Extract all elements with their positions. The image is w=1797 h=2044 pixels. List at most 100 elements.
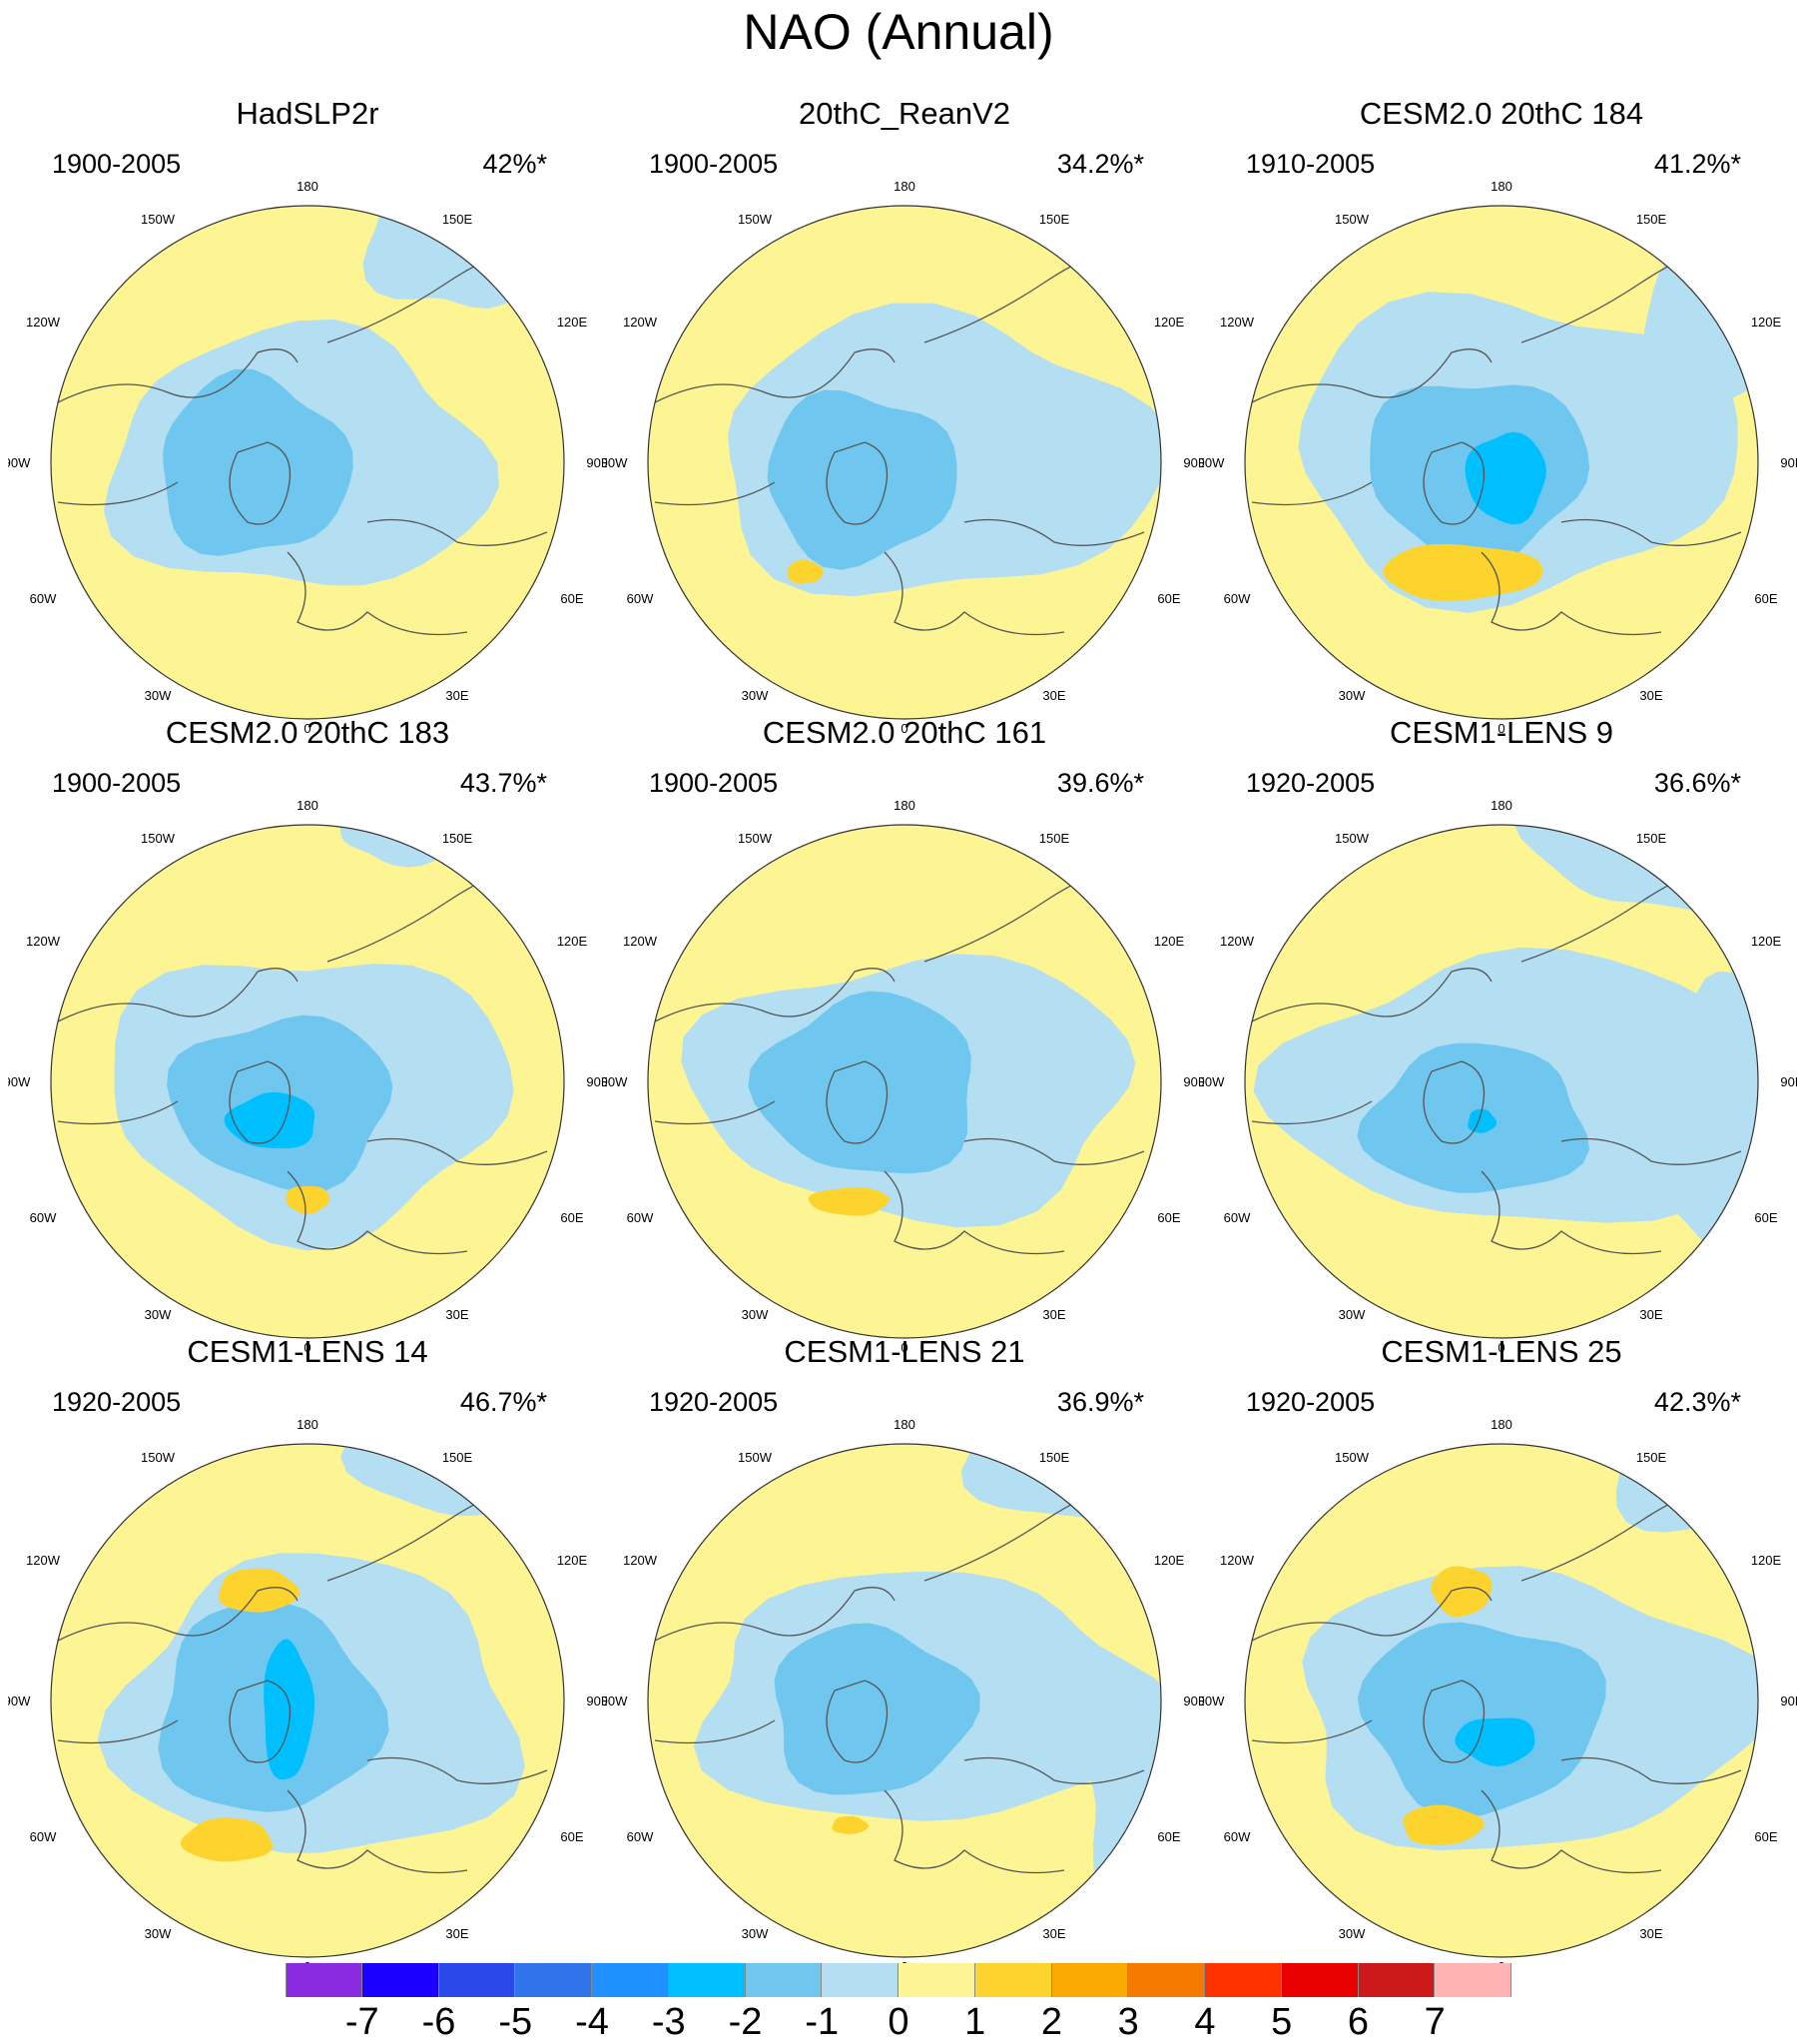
coastline xyxy=(287,551,468,636)
longitude-label: 180 xyxy=(1491,1417,1512,1432)
anomaly-contour-minus3 xyxy=(224,1091,315,1148)
panel-period: 1910-2005 xyxy=(1246,149,1376,179)
panel-period: 1900-2005 xyxy=(52,149,182,179)
map-panel: CESM1-LENS 14 1920-2005 46.7%* 180 150W 150E 1… xyxy=(8,1334,607,1973)
coastline xyxy=(1251,481,1373,506)
colorbar-swatch xyxy=(438,1963,516,1997)
longitude-label: 60W xyxy=(1224,1210,1251,1225)
anomaly-contour-plus1 xyxy=(832,1815,870,1834)
longitude-label: 30W xyxy=(742,688,769,703)
longitude-label: 90E xyxy=(1183,1694,1204,1708)
panel-variance: 46.7%* xyxy=(459,1387,547,1417)
longitude-label: 90E xyxy=(586,1074,607,1089)
longitude-label: 120W xyxy=(623,934,658,949)
map-panel: CESM1-LENS 9 1920-2005 36.6%* 180 150W 150E 12… xyxy=(1202,715,1797,1354)
colorbar-swatch xyxy=(1128,1963,1205,1997)
coastline xyxy=(57,1719,179,1744)
longitude-label: 120E xyxy=(1154,315,1185,330)
panel-period: 1920-2005 xyxy=(52,1387,182,1417)
panel-variance: 42%* xyxy=(482,149,547,179)
longitude-label: 90W xyxy=(605,455,628,470)
longitude-label: 30E xyxy=(1042,1307,1065,1322)
map-panel: CESM2.0 20thC 184 1910-2005 41.2%* 180 150W 1… xyxy=(1202,96,1797,735)
map-panel: CESM2.0 20thC 183 1900-2005 43.7%* 180 150W 1… xyxy=(8,715,607,1354)
colorbar-swatch xyxy=(974,1963,1052,1997)
longitude-label: 120W xyxy=(26,1553,61,1568)
longitude-label: 150E xyxy=(1636,831,1667,846)
longitude-label: 0 xyxy=(900,721,907,735)
coastline xyxy=(654,481,776,506)
longitude-label: 120W xyxy=(26,315,61,330)
longitude-label: 180 xyxy=(297,1417,318,1432)
map-boundary xyxy=(647,824,1162,1339)
longitude-label: 90E xyxy=(1780,1074,1797,1089)
colorbar-swatch xyxy=(745,1963,823,1997)
coastline xyxy=(1423,1060,1486,1144)
panel-period: 1900-2005 xyxy=(649,149,779,179)
longitude-label: 120E xyxy=(1751,315,1782,330)
longitude-label: 150E xyxy=(1039,1450,1070,1465)
colorbar-swatch xyxy=(822,1963,898,1997)
colorbar-swatch xyxy=(515,1963,592,1997)
panel-variance: 36.6%* xyxy=(1653,768,1741,798)
coastline xyxy=(366,1756,548,1784)
coastline xyxy=(229,441,292,525)
coastline xyxy=(1481,551,1662,636)
coastline xyxy=(1251,1100,1373,1125)
longitude-label: 150W xyxy=(1335,831,1370,846)
map-boundary xyxy=(1244,824,1759,1339)
panel-title: CESM1-LENS 9 xyxy=(1390,715,1613,750)
coastline xyxy=(884,1170,1065,1255)
longitude-label: 30W xyxy=(742,1307,769,1322)
polar-map: 180150W150E120W120E90W90E60W60E30W30E0 xyxy=(1202,1417,1797,1973)
coastline xyxy=(1251,968,1493,1022)
anomaly-contour-minus3 xyxy=(1465,431,1546,525)
coastline xyxy=(229,1680,292,1763)
longitude-label: 90W xyxy=(8,1074,31,1089)
longitude-label: 0 xyxy=(303,721,310,735)
longitude-label: 30E xyxy=(1639,688,1662,703)
anomaly-contour-minus2 xyxy=(767,389,957,570)
longitude-label: 120E xyxy=(1154,1553,1185,1568)
longitude-label: 60E xyxy=(1157,591,1180,606)
longitude-label: 0 xyxy=(1498,1340,1504,1354)
panel-period: 1900-2005 xyxy=(649,768,779,798)
figure-title: NAO (Annual) xyxy=(743,4,1054,60)
longitude-label: 180 xyxy=(894,1417,915,1432)
map-boundary xyxy=(50,205,565,720)
longitude-label: 60E xyxy=(1157,1829,1180,1844)
coastline xyxy=(57,1100,179,1125)
anomaly-contour-minus2 xyxy=(774,1623,980,1795)
negative-anomaly-region xyxy=(960,1444,1161,1518)
longitude-label: 0 xyxy=(1498,721,1504,735)
map-boundary xyxy=(50,824,565,1339)
longitude-label: 180 xyxy=(1491,798,1512,813)
coastlines xyxy=(1251,1480,1752,1874)
colorbar-label: 4 xyxy=(1194,2001,1216,2043)
anomaly-contour-minus3 xyxy=(1468,1108,1498,1133)
longitude-label: 150W xyxy=(738,1450,773,1465)
longitude-label: 30W xyxy=(1339,1307,1366,1322)
colorbar-label: 5 xyxy=(1271,2001,1293,2043)
polar-map: 180150W150E120W120E90W90E60W60E30W30E0 xyxy=(605,179,1204,735)
panel-title: CESM2.0 20thC 183 xyxy=(165,715,450,750)
longitude-label: 150W xyxy=(738,831,773,846)
longitude-label: 60E xyxy=(560,1210,583,1225)
longitude-label: 30W xyxy=(1339,688,1366,703)
longitude-label: 60E xyxy=(560,1829,583,1844)
longitude-label: 60E xyxy=(1157,1210,1180,1225)
longitude-label: 120E xyxy=(557,315,588,330)
polar-map: 180150W150E120W120E90W90E60W60E30W30E0 xyxy=(605,1417,1204,1973)
panel-period: 1900-2005 xyxy=(52,768,182,798)
colorbar-swatch xyxy=(1281,1963,1359,1997)
colorbar-swatch xyxy=(1051,1963,1129,1997)
colorbar-swatch xyxy=(361,1963,439,1997)
colorbar-swatch xyxy=(668,1963,746,1997)
longitude-label: 30E xyxy=(445,1926,468,1941)
longitude-label: 120E xyxy=(1154,934,1185,949)
panel-title: CESM1-LENS 25 xyxy=(1381,1334,1622,1369)
colorbar-label: -5 xyxy=(498,2001,533,2043)
map-panel-grid: HadSLP2r 1900-2005 42%* 180 150W 150E 120W 120E… xyxy=(8,96,1797,1973)
longitude-label: 120W xyxy=(1220,934,1255,949)
map-panel: HadSLP2r 1900-2005 42%* 180 150W 150E 120W 120E… xyxy=(8,96,607,735)
